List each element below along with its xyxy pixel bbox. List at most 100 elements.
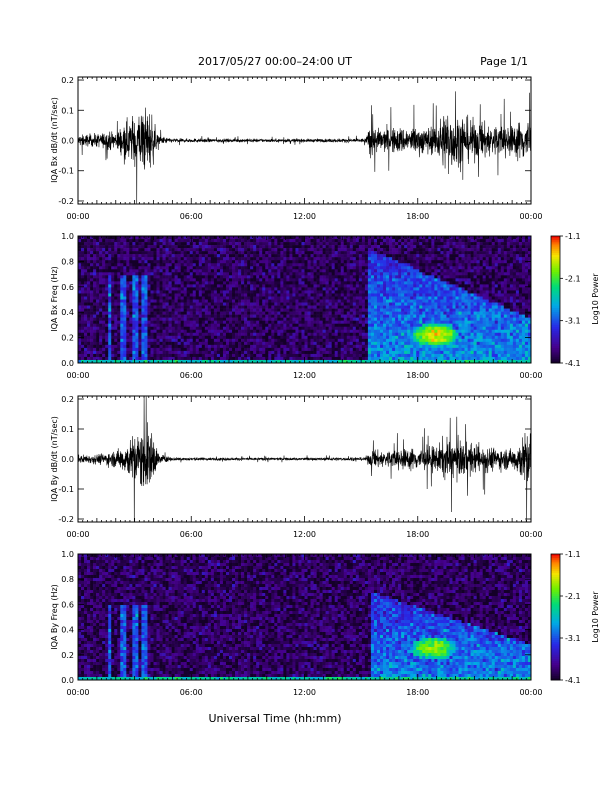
heatmap-cell (358, 293, 363, 297)
heatmap-cell (235, 296, 239, 300)
heatmap-cell (283, 299, 287, 303)
heatmap-cell (283, 239, 287, 243)
heatmap-cell (222, 245, 227, 249)
heatmap-cell (84, 290, 88, 294)
heatmap-cell (313, 299, 317, 303)
heatmap-cell (361, 257, 366, 261)
heatmap-cell (213, 341, 218, 346)
heatmap-cell (153, 359, 157, 364)
heatmap-cell (395, 242, 399, 246)
heatmap-cell (392, 236, 396, 240)
heatmap-cell (102, 335, 106, 340)
heatmap-cell (162, 281, 166, 285)
heatmap-cell (198, 305, 203, 309)
heatmap-cell (370, 308, 375, 312)
heatmap-cell (126, 353, 130, 358)
heatmap-cell (283, 305, 287, 309)
heatmap-cell (250, 353, 254, 358)
heatmap-cell (289, 278, 293, 282)
heatmap-cell (343, 347, 348, 352)
heatmap-cell (373, 278, 378, 282)
heatmap-cell (410, 329, 414, 334)
heatmap-cell (343, 275, 348, 279)
heatmap-cell (105, 305, 109, 309)
heatmap-cell (361, 332, 366, 337)
heatmap-cell (310, 311, 314, 315)
heatmap-cell (84, 275, 88, 279)
heatmap-cell (229, 338, 233, 343)
heatmap-cell (416, 269, 420, 273)
heatmap-cell (313, 308, 317, 312)
heatmap-cell (87, 275, 91, 279)
heatmap-cell (392, 254, 396, 258)
heatmap-cell (358, 236, 363, 240)
heatmap-cell (346, 263, 351, 267)
heatmap-cell (235, 302, 239, 306)
heatmap-cell (156, 317, 160, 321)
heatmap-cell (235, 275, 239, 279)
heatmap-cell (93, 266, 97, 270)
heatmap-cell (301, 344, 305, 349)
heatmap-cell (349, 290, 354, 294)
heatmap-cell (304, 278, 308, 282)
heatmap-cell (370, 347, 375, 352)
heatmap-cell (380, 335, 384, 340)
heatmap-cell (195, 293, 200, 297)
heatmap-cell (419, 257, 423, 261)
heatmap-cell (150, 281, 154, 285)
heatmap-cell (105, 257, 109, 261)
heatmap-cell (222, 293, 227, 297)
heatmap-cell (180, 314, 184, 318)
heatmap-cell (171, 320, 175, 324)
heatmap-cell (225, 314, 230, 318)
heatmap-cell (162, 299, 166, 303)
heatmap-cell (192, 347, 197, 352)
heatmap-cell (195, 296, 200, 300)
heatmap-cell (241, 335, 245, 340)
heatmap-cell (180, 350, 184, 355)
heatmap-cell (340, 293, 345, 297)
heatmap-cell (413, 350, 417, 355)
heatmap-cell (171, 275, 175, 279)
heatmap-cell (355, 359, 360, 364)
heatmap-cell (358, 272, 363, 276)
heatmap-cell (247, 347, 251, 352)
heatmap-cell (168, 329, 172, 334)
heatmap-cell (337, 305, 342, 309)
heatmap-cell (376, 314, 381, 318)
heatmap-cell (241, 320, 245, 324)
heatmap-cell (78, 296, 82, 300)
heatmap-cell (99, 338, 103, 343)
heatmap-cell (238, 356, 242, 361)
heatmap-cell (274, 317, 278, 321)
heatmap-cell (274, 275, 278, 279)
heatmap-cell (337, 341, 342, 346)
heatmap-cell (331, 353, 335, 358)
heatmap-cell (386, 326, 390, 331)
heatmap-cell (238, 260, 242, 264)
heatmap-cell (355, 284, 360, 288)
heatmap-cell (364, 335, 369, 340)
heatmap-cell (210, 317, 215, 321)
heatmap-cell (180, 308, 184, 312)
heatmap-cell (310, 329, 314, 334)
heatmap-cell (177, 287, 181, 291)
heatmap-cell (410, 257, 414, 261)
heatmap-cell (171, 335, 175, 340)
heatmap-cell (120, 293, 124, 297)
heatmap-cell (126, 236, 130, 240)
heatmap-cell (376, 254, 381, 258)
heatmap-cell (168, 356, 172, 361)
heatmap-cell (280, 248, 284, 252)
heatmap-cell (416, 290, 420, 294)
heatmap-cell (204, 338, 209, 343)
heatmap-cell (138, 239, 142, 243)
heatmap-cell (105, 335, 109, 340)
heatmap-cell (144, 251, 148, 255)
heatmap-cell (241, 275, 245, 279)
heatmap-cell (96, 248, 100, 252)
heatmap-cell (180, 323, 184, 328)
heatmap-cell (153, 266, 157, 270)
heatmap-cell (337, 248, 342, 252)
heatmap-cell (162, 305, 166, 309)
